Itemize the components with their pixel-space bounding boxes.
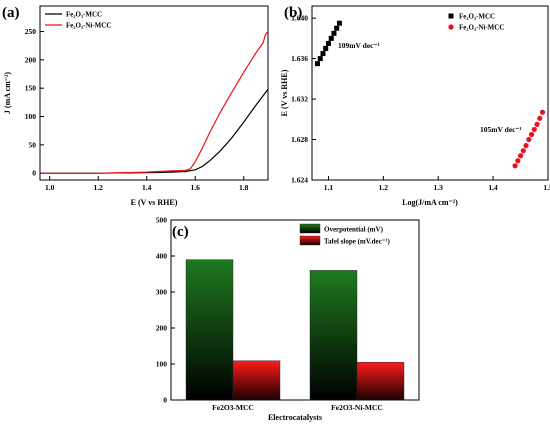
panel-b-xtick-label: 1.3 [434, 183, 444, 192]
panel-b-ytick-label: 1.624 [291, 176, 308, 185]
panel-b-point-series-2 [531, 126, 537, 133]
panel-a-label: (a) [2, 5, 20, 21]
panel-b-xlabel: Log(J/mA cm⁻²) [402, 198, 458, 207]
panel-b-point-series-2 [520, 148, 526, 154]
panel-a-xtick-label: 1.8 [239, 183, 249, 192]
panel-b-point-series-1 [331, 30, 337, 36]
panel-b-legend-label-2: Fe₂O₃-Ni-MCC [459, 24, 504, 32]
panel-b-ylabel: E (V vs RHE) [280, 69, 289, 116]
panel-a-ylabel: J (mA cm⁻²) [3, 72, 12, 115]
tafel-annotation-ni-mcc: 105mV dec⁻¹ [480, 125, 522, 134]
panel-b-ytick-label: 1.632 [291, 95, 308, 104]
panel-b-point-series-2 [512, 163, 518, 169]
panel-b-point-series-1 [325, 40, 331, 46]
panel-b-xtick-label: 1.5 [543, 183, 550, 192]
panel-b-point-series-1 [314, 61, 320, 67]
panel-b-point-series-2 [537, 115, 543, 121]
panel-a-xlabel: E (V vs RHE) [131, 198, 178, 207]
panel-b-point-series-1 [320, 51, 326, 57]
panel-b-frame [311, 5, 549, 181]
panel-b-point-series-1 [317, 56, 323, 62]
panel-a-xtick-label: 1.4 [142, 183, 152, 192]
panel-c-legend-label-1: Overpotential (mV) [324, 226, 384, 234]
panel-b-xtick-label: 1.2 [379, 183, 389, 192]
panel-c-legend-label-2: Tafel slope (mV.dec⁻¹) [324, 238, 391, 246]
panel-a-series-line-2 [40, 31, 269, 174]
panel-c-xlabel: Electrocatalysts [268, 413, 322, 422]
tafel-annotation-mcc: 109mV dec⁻¹ [338, 41, 380, 50]
panel-a-xtick-label: 1.2 [94, 183, 104, 192]
panel-a-xtick-label: 1.6 [191, 183, 201, 192]
panel-b-ytick-label: 1.640 [291, 14, 308, 23]
panel-a-xtick-label: 1.0 [45, 183, 55, 192]
panel-b-point-series-2 [526, 136, 532, 143]
panel-b-point-series-2 [539, 109, 546, 115]
panel-c-bar-tafel-2 [356, 362, 405, 401]
panel-c-ytick-label: 200 [156, 324, 168, 333]
panel-c-bar-overpotential-2 [309, 270, 358, 401]
panel-c-category-label: Fe2O3-Ni-MCC [331, 403, 383, 412]
panel-a-ytick-label: 0 [32, 169, 36, 178]
panel-a-ytick-label: 200 [25, 55, 37, 64]
panel-b-legend-label-1: Fe₂O₃-MCC [459, 13, 495, 21]
panel-c-legend-swatch-1 [299, 223, 321, 234]
panel-a-ytick-label: 250 [25, 27, 37, 36]
panel-a-frame [39, 5, 269, 181]
panel-b-point-series-1 [334, 25, 340, 31]
panel-b-point-series-2 [517, 153, 524, 159]
panel-a-ytick-label: 50 [29, 140, 37, 149]
panel-b-label: (b) [284, 5, 302, 21]
panel-b-point-series-1 [336, 20, 342, 26]
panel-a-legend-label-2: Fe₂O₃-Ni-MCC [66, 22, 111, 30]
panel-a-series-line-1 [40, 88, 269, 174]
panel-c-frame [170, 219, 420, 401]
panel-b-point-series-2 [528, 131, 535, 138]
panel-c-label: (c) [172, 224, 189, 240]
panel-c-ytick-label: 0 [163, 396, 167, 405]
panel-a-ytick-label: 150 [25, 84, 37, 93]
panel-c-category-label: Fe2O3-MCC [212, 403, 254, 412]
panel-c-ytick-label: 100 [156, 360, 168, 369]
panel-b-xtick-label: 1.4 [488, 183, 498, 192]
panel-c-legend-swatch-2 [299, 235, 321, 246]
panel-b-xtick-label: 1.1 [324, 183, 334, 192]
panel-b-legend-swatch-1 [448, 13, 454, 19]
panel-b-point-series-1 [328, 35, 334, 41]
panel-c-bar-overpotential-1 [185, 259, 234, 401]
panel-c-bar-tafel-1 [232, 360, 281, 401]
panel-c-ytick-label: 400 [156, 252, 168, 261]
panel-b-point-series-1 [323, 45, 329, 51]
panel-c-ytick-label: 500 [156, 216, 168, 225]
panel-b-ytick-label: 1.628 [291, 135, 308, 144]
panel-b-ytick-label: 1.636 [291, 54, 308, 63]
panel-b-point-series-2 [523, 143, 529, 149]
panel-b-point-series-2 [515, 158, 521, 164]
panel-a-legend-label-1: Fe₂O₃-MCC [66, 11, 102, 19]
panel-b-legend-swatch-2 [448, 24, 454, 30]
panel-a-ytick-label: 100 [25, 112, 37, 121]
panel-b-point-series-2 [534, 121, 540, 127]
panel-c-ytick-label: 300 [156, 288, 168, 297]
